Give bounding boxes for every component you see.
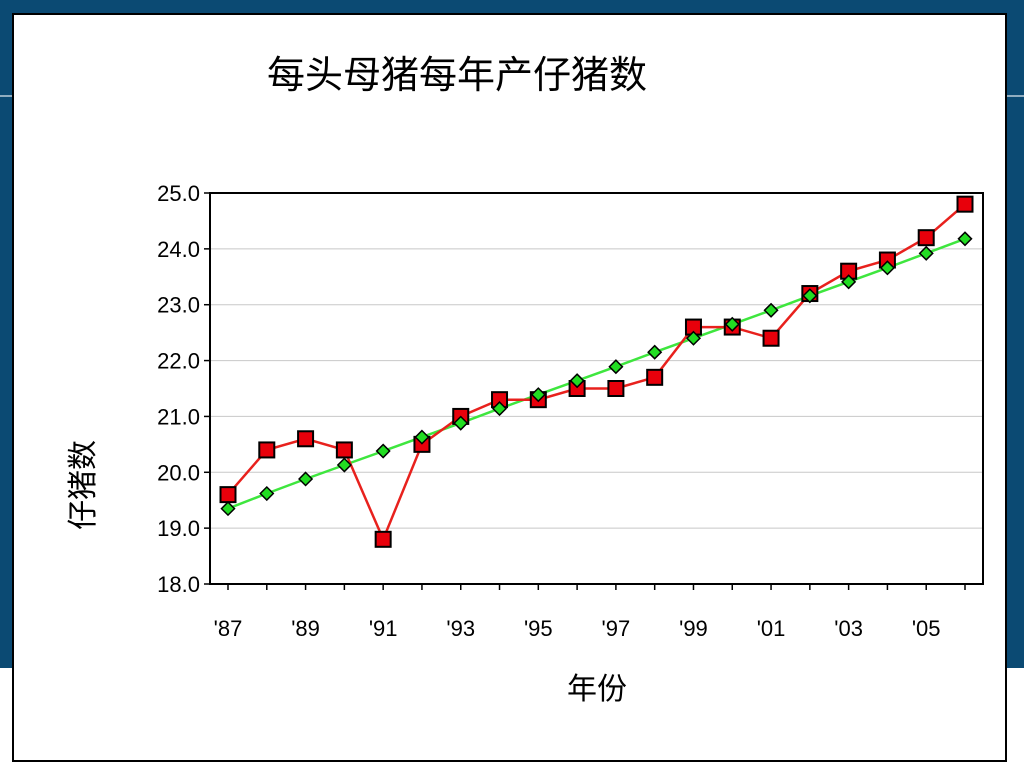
series-line-square <box>227 203 966 543</box>
square-point <box>219 486 237 504</box>
y-tick-label: 24.0 <box>157 237 200 262</box>
series-layer <box>219 195 974 548</box>
diamond-point <box>918 245 934 261</box>
y-tick-label: 18.0 <box>157 572 200 597</box>
x-tick-label: '03 <box>834 616 863 641</box>
square-point <box>607 380 625 397</box>
diamond-point <box>414 429 430 445</box>
diamond-point <box>763 302 779 318</box>
x-axis-title: 年份 <box>567 672 627 707</box>
diamond-point <box>724 316 740 332</box>
x-tick-label: '95 <box>524 616 553 641</box>
y-axis-title: 仔猪数 <box>66 440 101 530</box>
y-tick-label: 25.0 <box>157 181 200 206</box>
x-tick-label: '91 <box>369 616 398 641</box>
diamond-point <box>569 373 585 389</box>
diamond-point <box>647 344 663 360</box>
diamond-point <box>491 401 508 417</box>
diamond-point <box>957 231 973 247</box>
chart-title: 每头母猪每年产仔猪数 <box>267 53 647 97</box>
x-tick-label: '97 <box>602 616 631 641</box>
square-point <box>956 195 974 213</box>
x-tick-label: '89 <box>291 616 320 641</box>
diamond-point <box>336 457 352 473</box>
diamond-point <box>530 387 546 403</box>
x-tick-label: '99 <box>679 616 708 641</box>
y-tick-label: 21.0 <box>157 404 200 429</box>
diamond-point <box>259 485 275 502</box>
grid-lines <box>210 248 983 529</box>
y-tick-label: 19.0 <box>157 516 200 541</box>
square-point <box>917 229 935 247</box>
square-point <box>335 441 353 459</box>
y-tick-label: 23.0 <box>157 293 200 318</box>
diamond-point <box>220 501 236 517</box>
square-point <box>762 329 780 347</box>
square-point <box>646 368 664 386</box>
diamond-point <box>685 330 702 346</box>
diamond-point <box>608 359 624 375</box>
chart-frame: 每头母猪每年产仔猪数 18.0 19.0 20.0 21.0 22.0 23.0 24.0 2… <box>12 13 1007 762</box>
y-tick-label: 20.0 <box>157 460 200 485</box>
diamond-point <box>453 415 469 431</box>
diamond-point <box>802 288 818 304</box>
square-point <box>258 441 276 459</box>
x-tick-label: '01 <box>757 616 786 641</box>
x-tick-label: '05 <box>912 616 941 641</box>
x-axis-ticks: '87 '89 '91 '93 '95 '97 '99 '01 '03 '05 <box>214 584 966 641</box>
diamond-point <box>841 274 857 290</box>
chart: 每头母猪每年产仔猪数 18.0 19.0 20.0 21.0 22.0 23.0 24.0 2… <box>66 53 984 707</box>
diamond-point <box>879 260 895 276</box>
diamond-point <box>375 443 391 459</box>
y-axis-ticks: 18.0 19.0 20.0 21.0 22.0 23.0 24.0 25.0 <box>157 181 210 597</box>
x-tick-label: '87 <box>214 616 243 641</box>
x-tick-label: '93 <box>446 616 475 641</box>
diamond-point <box>298 471 314 487</box>
plot-area <box>209 192 984 585</box>
square-point <box>374 530 392 548</box>
square-point <box>297 430 315 448</box>
y-tick-label: 22.0 <box>157 349 200 374</box>
